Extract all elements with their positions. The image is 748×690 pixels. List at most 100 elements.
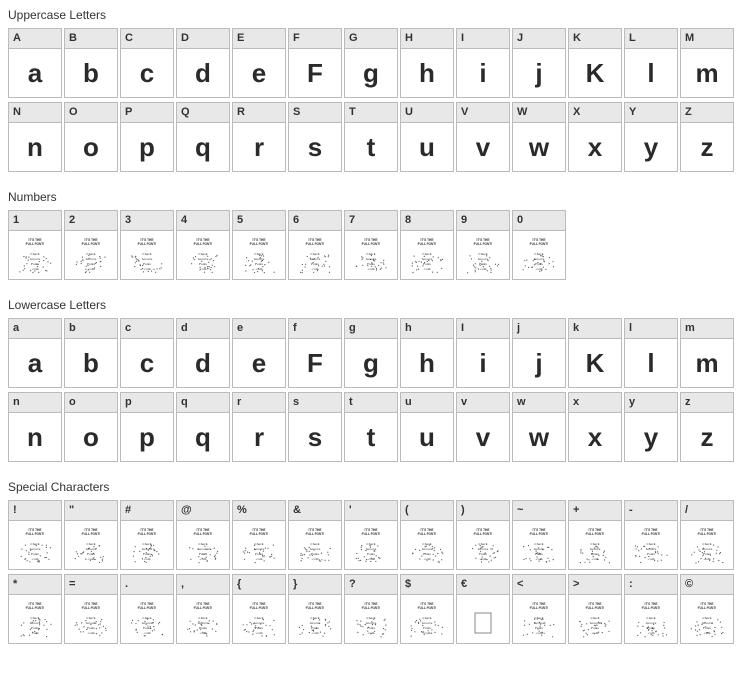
charmap-cell[interactable]: } IT'S THE FULL FONT! Check Groove Fonts… [288,574,342,644]
charmap-cell[interactable]: Hh [400,28,454,98]
charmap-cell[interactable]: € [456,574,510,644]
charmap-cell[interactable]: nn [8,392,62,462]
charmap-cell[interactable]: gg [344,318,398,388]
charmap-cell[interactable]: ee [232,318,286,388]
charmap-cell[interactable]: hh [400,318,454,388]
charmap-cell[interactable]: 9 IT'S THE FULL FONT! Check Groove Fonts… [456,210,510,280]
charmap-cell[interactable]: Ee [232,28,286,98]
charmap-cell[interactable]: % IT'S THE FULL FONT! Check Groove Fonts… [232,500,286,570]
charmap-cell[interactable]: cc [120,318,174,388]
svg-text:Fonts: Fonts [367,626,375,630]
charmap-cell[interactable]: ! IT'S THE FULL FONT! Check Groove Fonts… [8,500,62,570]
charmap-cell[interactable]: © IT'S THE FULL FONT! Check Groove Fonts… [680,574,734,644]
charmap-cell[interactable]: Mm [680,28,734,98]
cell-glyph: s [289,123,341,171]
charmap-cell[interactable]: FF [288,28,342,98]
charmap-cell[interactable]: Ii [456,318,510,388]
cell-label: Y [625,103,677,123]
charmap-cell[interactable]: > IT'S THE FULL FONT! Check Groove Fonts… [568,574,622,644]
charmap-cell[interactable]: Vv [456,102,510,172]
charmap-cell[interactable]: 4 IT'S THE FULL FONT! Check Groove Fonts… [176,210,230,280]
charmap-cell[interactable]: ~ IT'S THE FULL FONT! Check Groove Fonts… [512,500,566,570]
cell-label: B [65,29,117,49]
charmap-cell[interactable]: 6 IT'S THE FULL FONT! Check Groove Fonts… [288,210,342,280]
charmap-cell[interactable]: : IT'S THE FULL FONT! Check Groove Fonts… [624,574,678,644]
charmap-cell[interactable]: Qq [176,102,230,172]
charmap-cell[interactable]: $ IT'S THE FULL FONT! Check Groove Fonts… [400,574,454,644]
charmap-cell[interactable]: Cc [120,28,174,98]
charmap-cell[interactable]: & IT'S THE FULL FONT! Check Groove Fonts… [288,500,342,570]
charmap-cell[interactable]: jj [512,318,566,388]
charmap-cell[interactable]: rr [232,392,286,462]
charmap-cell[interactable]: Ii [456,28,510,98]
charmap-cell[interactable]: - IT'S THE FULL FONT! Check Groove Fonts… [624,500,678,570]
charmap-cell[interactable]: Ss [288,102,342,172]
charmap-cell[interactable]: Nn [8,102,62,172]
charmap-cell[interactable]: 1 IT'S THE FULL FONT! Check Groove Fonts… [8,210,62,280]
charmap-section: Lowercase LettersaabbccddeefFgghhIijjkKl… [8,298,740,462]
charmap-cell[interactable]: 3 IT'S THE FULL FONT! Check Groove Fonts… [120,210,174,280]
charmap-cell[interactable]: aa [8,318,62,388]
charmap-cell[interactable]: ss [288,392,342,462]
svg-text:.com: .com [312,267,319,271]
charmap-cell[interactable]: Ll [624,28,678,98]
charmap-cell[interactable]: yy [624,392,678,462]
charmap-cell[interactable]: = IT'S THE FULL FONT! Check Groove Fonts… [64,574,118,644]
charmap-cell[interactable]: kK [568,318,622,388]
cell-fallback-icon: IT'S THE FULL FONT! Check Groove Fonts .… [177,231,229,279]
charmap-cell[interactable]: Oo [64,102,118,172]
charmap-cell[interactable]: Bb [64,28,118,98]
cell-label: * [9,575,61,595]
charmap-cell[interactable]: 8 IT'S THE FULL FONT! Check Groove Fonts… [400,210,454,280]
charmap-cell[interactable]: # IT'S THE FULL FONT! Check Groove Fonts… [120,500,174,570]
charmap-cell[interactable]: oo [64,392,118,462]
charmap-cell[interactable]: 7 IT'S THE FULL FONT! Check Groove Fonts… [344,210,398,280]
charmap-cell[interactable]: " IT'S THE FULL FONT! Check Groove Fonts… [64,500,118,570]
charmap-cell[interactable]: zz [680,392,734,462]
charmap-cell[interactable]: ' IT'S THE FULL FONT! Check Groove Fonts… [344,500,398,570]
charmap-cell[interactable]: dd [176,318,230,388]
charmap-cell[interactable]: 5 IT'S THE FULL FONT! Check Groove Fonts… [232,210,286,280]
charmap-cell[interactable]: Uu [400,102,454,172]
charmap-cell[interactable]: tt [344,392,398,462]
charmap-cell[interactable]: xx [568,392,622,462]
charmap-cell[interactable]: ww [512,392,566,462]
charmap-cell[interactable]: + IT'S THE FULL FONT! Check Groove Fonts… [568,500,622,570]
charmap-cell[interactable]: Rr [232,102,286,172]
charmap-cell[interactable]: Xx [568,102,622,172]
charmap-cell[interactable]: qq [176,392,230,462]
charmap-cell[interactable]: fF [288,318,342,388]
charmap-cell[interactable]: / IT'S THE FULL FONT! Check Groove Fonts… [680,500,734,570]
charmap-cell[interactable]: Gg [344,28,398,98]
charmap-cell[interactable]: { IT'S THE FULL FONT! Check Groove Fonts… [232,574,286,644]
svg-text:Check: Check [367,252,376,256]
charmap-cell[interactable]: < IT'S THE FULL FONT! Check Groove Fonts… [512,574,566,644]
charmap-cell[interactable]: ? IT'S THE FULL FONT! Check Groove Fonts… [344,574,398,644]
charmap-cell[interactable]: Pp [120,102,174,172]
charmap-cell[interactable]: @ IT'S THE FULL FONT! Check Groove Fonts… [176,500,230,570]
charmap-cell[interactable]: Dd [176,28,230,98]
charmap-cell[interactable]: Zz [680,102,734,172]
charmap-cell[interactable]: . IT'S THE FULL FONT! Check Groove Fonts… [120,574,174,644]
cell-label: , [177,575,229,595]
charmap-cell[interactable]: , IT'S THE FULL FONT! Check Groove Fonts… [176,574,230,644]
charmap-cell[interactable]: 2 IT'S THE FULL FONT! Check Groove Fonts… [64,210,118,280]
charmap-cell[interactable]: * IT'S THE FULL FONT! Check Groove Fonts… [8,574,62,644]
charmap-cell[interactable]: vv [456,392,510,462]
cell-label: = [65,575,117,595]
charmap-cell[interactable]: Ww [512,102,566,172]
charmap-cell[interactable]: ( IT'S THE FULL FONT! Check Groove Fonts… [400,500,454,570]
charmap-cell[interactable]: Aa [8,28,62,98]
charmap-cell[interactable]: KK [568,28,622,98]
charmap-cell[interactable]: 0 IT'S THE FULL FONT! Check Groove Fonts… [512,210,566,280]
charmap-cell[interactable]: mm [680,318,734,388]
charmap-cell[interactable]: Tt [344,102,398,172]
charmap-cell[interactable]: ) IT'S THE FULL FONT! Check Groove Fonts… [456,500,510,570]
charmap-cell[interactable]: Jj [512,28,566,98]
svg-text:Groove: Groove [310,621,321,625]
charmap-cell[interactable]: uu [400,392,454,462]
charmap-cell[interactable]: ll [624,318,678,388]
charmap-cell[interactable]: bb [64,318,118,388]
charmap-cell[interactable]: pp [120,392,174,462]
charmap-cell[interactable]: Yy [624,102,678,172]
